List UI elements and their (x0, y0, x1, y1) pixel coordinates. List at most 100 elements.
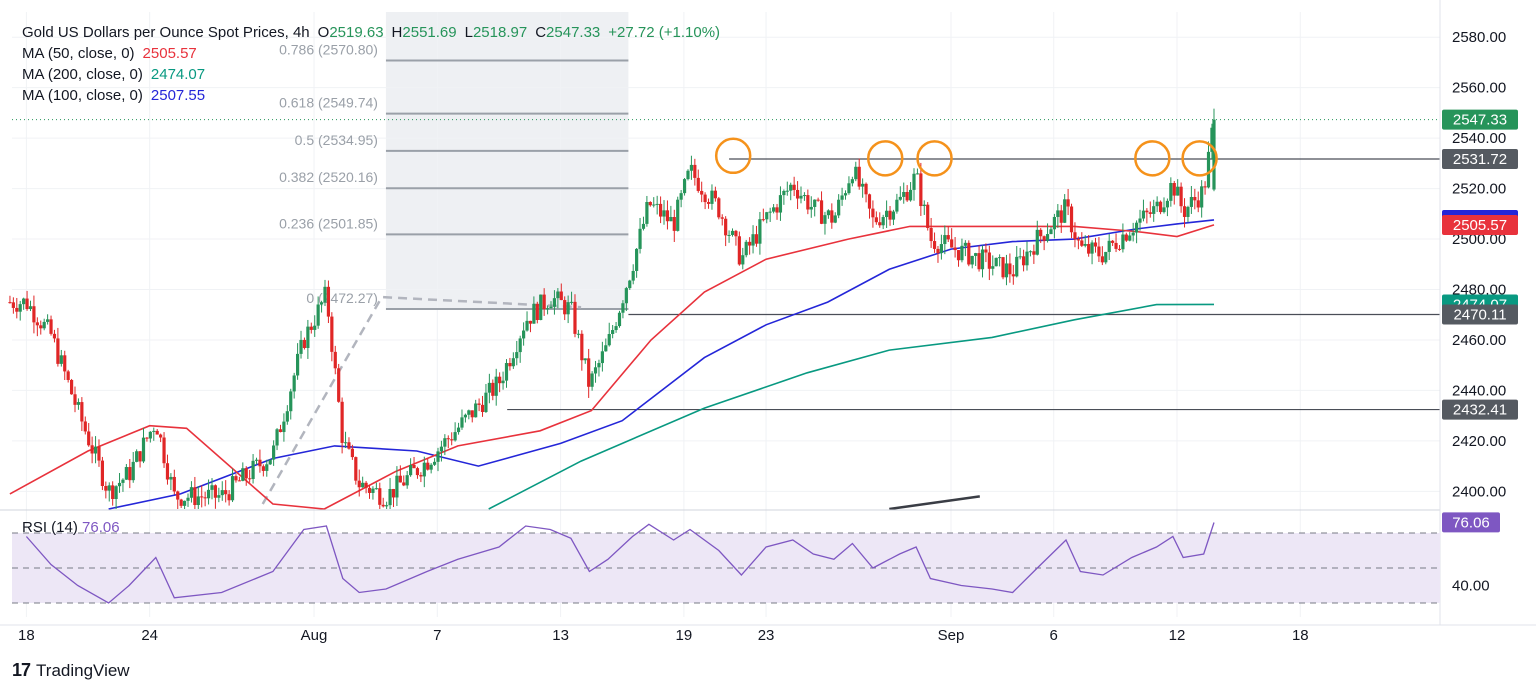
candle-body[interactable] (213, 485, 218, 498)
candle-body[interactable] (669, 217, 673, 222)
candle-body[interactable] (826, 210, 830, 216)
candle-body[interactable] (1076, 239, 1080, 241)
candle-body[interactable] (583, 358, 587, 361)
candle-body[interactable] (765, 212, 769, 220)
candle-body[interactable] (104, 485, 108, 491)
solid-trend-line[interactable] (889, 495, 980, 511)
candle-body[interactable] (39, 325, 43, 329)
candle-body[interactable] (405, 475, 409, 486)
candle-body[interactable] (220, 490, 224, 496)
candle-body[interactable] (80, 402, 84, 422)
candle-body[interactable] (501, 380, 505, 384)
candle-body[interactable] (628, 280, 632, 289)
candle-body[interactable] (1028, 251, 1033, 253)
candle-body[interactable] (515, 352, 519, 359)
candle-body[interactable] (35, 322, 39, 326)
candle-body[interactable] (741, 255, 745, 265)
candle-body[interactable] (655, 203, 659, 205)
candle-body[interactable] (265, 464, 269, 471)
candle-body[interactable] (1049, 229, 1053, 235)
candle-body[interactable] (881, 217, 885, 226)
candle-body[interactable] (361, 482, 365, 488)
candle-body[interactable] (840, 195, 844, 200)
candle-body[interactable] (25, 298, 29, 310)
candle-body[interactable] (11, 302, 15, 308)
candle-body[interactable] (1206, 151, 1211, 188)
candle-body[interactable] (857, 166, 861, 187)
resistance-touch-circle-1[interactable] (866, 140, 904, 177)
candle-body[interactable] (775, 207, 779, 213)
candle-body[interactable] (42, 321, 46, 329)
candle-body[interactable] (1097, 246, 1101, 257)
candle-body[interactable] (432, 461, 437, 465)
candle-body[interactable] (727, 234, 731, 236)
dashed-trend-line[interactable] (261, 295, 582, 505)
candle-body[interactable] (443, 438, 447, 447)
candle-body[interactable] (1059, 210, 1063, 223)
candle-body[interactable] (275, 429, 279, 446)
candle-body[interactable] (576, 333, 581, 335)
candle-body[interactable] (778, 195, 783, 213)
candle-body[interactable] (511, 358, 515, 367)
candle-body[interactable] (189, 487, 194, 498)
candle-body[interactable] (624, 288, 628, 304)
candle-body[interactable] (802, 195, 807, 197)
candle-body[interactable] (1186, 206, 1190, 217)
candle-body[interactable] (179, 499, 183, 506)
candle-body[interactable] (1063, 199, 1067, 223)
candle-body[interactable] (960, 245, 964, 261)
candle-body[interactable] (1008, 263, 1012, 275)
candle-body[interactable] (268, 459, 272, 465)
candle-body[interactable] (1200, 186, 1204, 208)
candle-body[interactable] (730, 230, 735, 235)
candle-body[interactable] (754, 234, 759, 244)
candle-body[interactable] (891, 211, 896, 220)
candle-body[interactable] (679, 193, 683, 200)
candle-body[interactable] (813, 199, 817, 207)
candle-body[interactable] (994, 257, 998, 267)
candle-body[interactable] (912, 173, 916, 190)
candle-body[interactable] (847, 183, 851, 194)
candle-body[interactable] (1004, 263, 1009, 278)
candle-body[interactable] (374, 488, 378, 490)
resistance-touch-circle-4[interactable] (1181, 140, 1218, 177)
candle-body[interactable] (470, 410, 474, 418)
candle-body[interactable] (833, 215, 837, 223)
candle-body[interactable] (895, 199, 899, 212)
candle-body[interactable] (795, 189, 800, 199)
candle-body[interactable] (210, 485, 214, 490)
candle-body[interactable] (1165, 200, 1170, 208)
candle-body[interactable] (593, 367, 598, 374)
candle-body[interactable] (28, 306, 33, 310)
candle-body[interactable] (289, 391, 293, 412)
candle-body[interactable] (980, 249, 985, 270)
candle-body[interactable] (8, 302, 12, 304)
candle-body[interactable] (823, 215, 827, 224)
candle-body[interactable] (974, 253, 978, 256)
candle-body[interactable] (244, 468, 248, 479)
candle-body[interactable] (563, 300, 567, 315)
candle-body[interactable] (724, 218, 728, 236)
candle-body[interactable] (159, 434, 163, 438)
candle-body[interactable] (128, 467, 132, 481)
candle-body[interactable] (1021, 256, 1026, 266)
candle-body[interactable] (590, 373, 594, 387)
candle-body[interactable] (90, 445, 94, 454)
candle-body[interactable] (446, 438, 450, 440)
candle-body[interactable] (1104, 251, 1108, 263)
candle-body[interactable] (426, 462, 430, 470)
candle-body[interactable] (354, 457, 358, 481)
candle-body[interactable] (124, 467, 128, 480)
candle-body[interactable] (1124, 234, 1128, 241)
candle-body[interactable] (545, 308, 550, 310)
candle-body[interactable] (385, 505, 389, 507)
candle-body[interactable] (956, 250, 961, 261)
candle-body[interactable] (508, 363, 512, 367)
candle-body[interactable] (251, 460, 255, 480)
candle-body[interactable] (1148, 212, 1152, 214)
candle-body[interactable] (230, 476, 235, 501)
candle-body[interactable] (138, 451, 142, 462)
candle-body[interactable] (665, 210, 670, 222)
candle-body[interactable] (107, 485, 111, 491)
